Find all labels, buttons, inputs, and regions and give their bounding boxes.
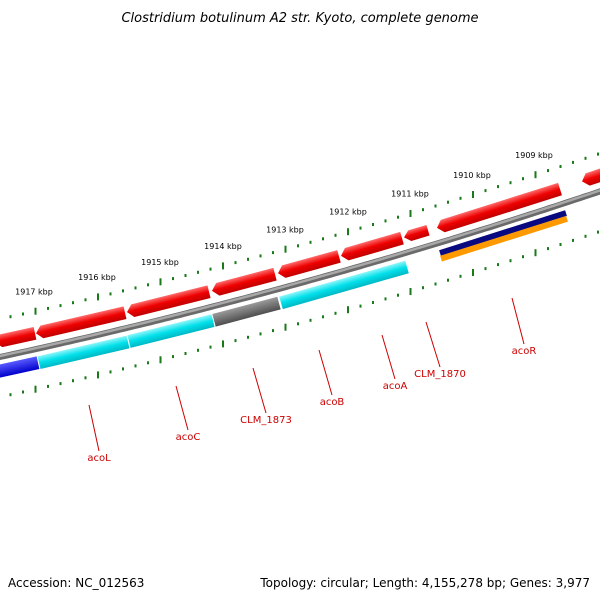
gene-label-leader bbox=[88, 404, 100, 452]
gene-arrow-gray bbox=[212, 296, 281, 327]
gene-arrow-navy bbox=[439, 210, 567, 256]
gene-label: acoR bbox=[512, 346, 537, 357]
gene-arrow-red bbox=[36, 306, 127, 339]
accession-text: Accession: NC_012563 bbox=[8, 576, 144, 590]
gene-label-leader bbox=[175, 385, 189, 431]
gene-arrow-red bbox=[581, 165, 600, 186]
tick-label: 1912 kbp bbox=[329, 208, 367, 217]
tick-label-group: 1909 kbp 1910 kbp 1911 kbp 1912 kbp 1913 kbp… bbox=[15, 151, 553, 296]
gene-label: CLM_1870 bbox=[414, 369, 466, 380]
gene-label: acoC bbox=[176, 432, 201, 443]
gene-arrow-red bbox=[0, 326, 37, 348]
tick-label: 1916 kbp bbox=[78, 273, 116, 282]
gene-arrow-red bbox=[126, 285, 211, 317]
gene-arrow-red bbox=[436, 182, 562, 233]
tick-label: 1913 kbp bbox=[266, 225, 304, 234]
gene-label-leader bbox=[318, 349, 333, 396]
gene-label-group: acoR CLM_1870 acoA acoB CLM_1873 acoC acoL bbox=[87, 297, 537, 464]
gene-arrow-red bbox=[341, 231, 404, 261]
gene-label: acoA bbox=[383, 381, 408, 392]
gene-label: CLM_1873 bbox=[240, 415, 292, 426]
gene-track bbox=[0, 165, 600, 379]
gene-label: acoL bbox=[87, 453, 111, 464]
topology-text: Topology: circular; Length: 4,155,278 bp… bbox=[259, 576, 590, 590]
gene-arrow-red bbox=[212, 267, 277, 296]
gene-label-leader bbox=[511, 297, 525, 345]
map-title: Clostridium botulinum A2 str. Kyoto, com… bbox=[121, 11, 478, 26]
gene-arrow-cyan bbox=[279, 260, 409, 310]
gene-arrow-orange bbox=[440, 215, 568, 262]
tick-label: 1911 kbp bbox=[391, 190, 429, 199]
gene-arrow-blue bbox=[0, 356, 40, 379]
tick-label: 1915 kbp bbox=[141, 258, 179, 267]
genome-backbone bbox=[0, 188, 600, 361]
gene-arrow-red bbox=[278, 250, 341, 278]
outer-tick-track bbox=[9, 152, 599, 319]
gene-arrow-cyan bbox=[37, 335, 130, 369]
backbone-arc-highlight bbox=[0, 189, 600, 358]
gene-arrow-cyan bbox=[127, 314, 215, 348]
gene-label-leader bbox=[252, 367, 267, 414]
gene-label-leader bbox=[425, 321, 441, 368]
gene-label-leader bbox=[381, 334, 396, 380]
tick-label: 1909 kbp bbox=[515, 151, 553, 160]
inner-tick-track bbox=[9, 230, 599, 397]
gene-label: acoB bbox=[320, 397, 345, 408]
gene-arrow-red bbox=[404, 224, 430, 241]
tick-label: 1910 kbp bbox=[453, 171, 491, 180]
tick-label: 1914 kbp bbox=[204, 242, 242, 251]
tick-label: 1917 kbp bbox=[15, 288, 53, 297]
